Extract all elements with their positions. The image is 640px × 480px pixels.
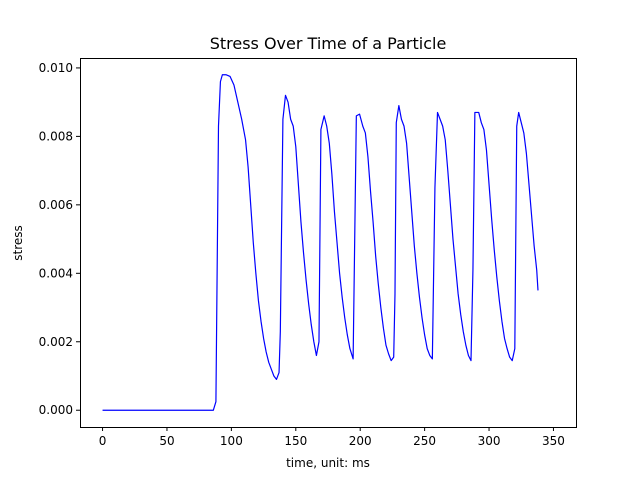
stress-line [102,74,539,411]
x-tick-label: 50 [159,434,174,448]
x-tick-label: 200 [349,434,372,448]
y-tick-label: 0.010 [39,61,73,75]
chart-title: Stress Over Time of a Particle [210,34,447,53]
y-tick-label: 0.004 [39,266,73,280]
x-axis-label: time, unit: ms [286,456,370,470]
x-tick-label: 350 [542,434,565,448]
x-tick-label: 100 [220,434,243,448]
x-tick-label: 150 [284,434,307,448]
x-tick-label: 300 [478,434,501,448]
y-axis-label: stress [11,225,25,261]
y-tick-label: 0.006 [39,198,73,212]
y-tick-label: 0.000 [39,403,73,417]
y-tick-label: 0.002 [39,335,73,349]
plot-frame [80,58,577,428]
x-ticks: 0 50 100 150 200 250 300 350 [99,427,565,448]
y-ticks: 0.000 0.002 0.004 0.006 0.008 0.010 [39,61,80,417]
y-tick-label: 0.008 [39,129,73,143]
x-tick-label: 250 [413,434,436,448]
x-tick-label: 0 [99,434,107,448]
